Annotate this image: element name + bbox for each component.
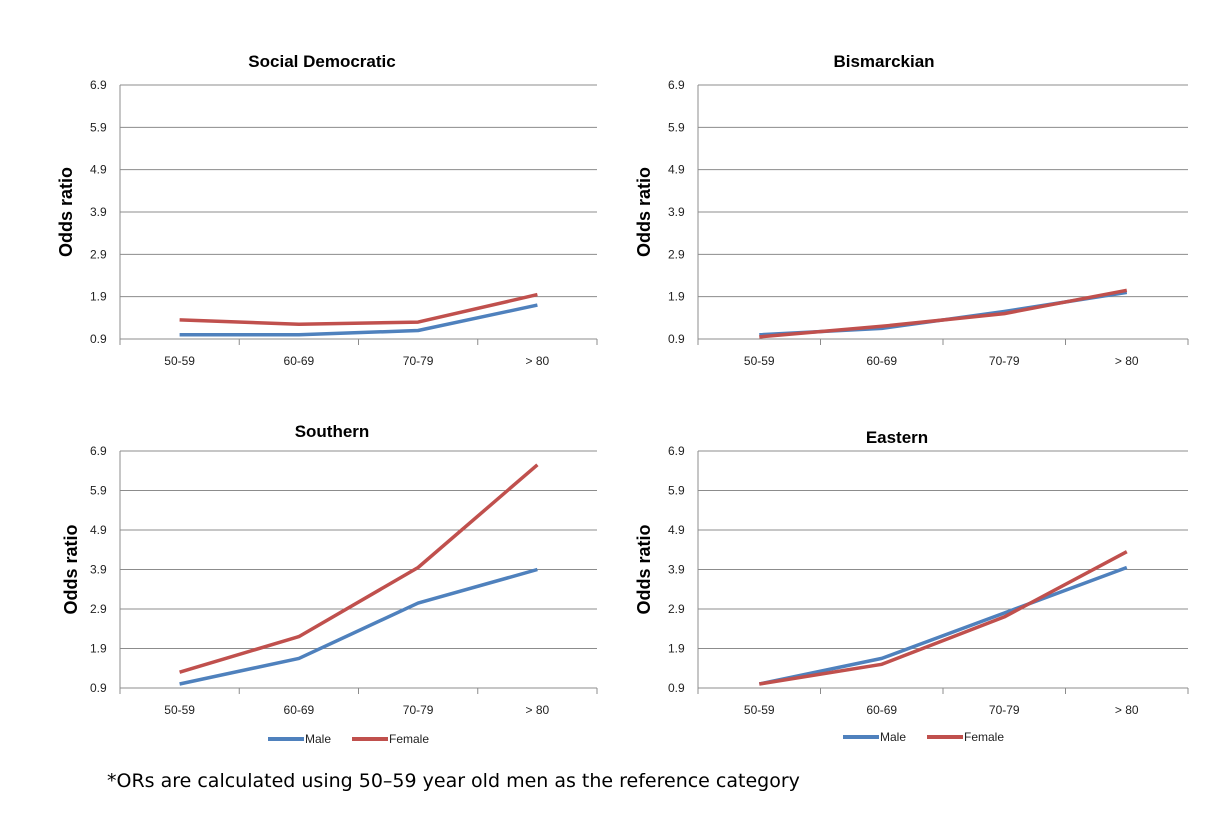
y-tick-label: 3.9 [668,205,685,219]
y-axis-label: Odds ratio [634,167,654,257]
x-tick-label: 70-79 [403,703,434,717]
y-tick-label: 5.9 [90,484,107,498]
x-tick-label: 60-69 [284,354,315,368]
y-tick-label: 1.9 [668,642,685,656]
y-tick-label: 6.9 [90,78,107,92]
chart-2: Bismarckian Odds ratio 0.9 1.9 2.9 3.9 4.9 5.9 6… [634,52,1189,368]
chart-1: Social Democratic Odds ratio 0.9 1.9 2.9 3.9 4… [56,52,598,368]
x-tick-label: > 80 [1115,354,1139,368]
series-line-female [179,463,539,674]
y-tick-label: 3.9 [668,563,685,577]
x-tick-label: 50-59 [164,703,195,717]
y-tick-label: 4.9 [668,523,685,537]
y-tick-label: 1.9 [90,290,107,304]
y-tick-label: 5.9 [90,120,107,134]
y-axis-label: Odds ratio [56,167,76,257]
x-tick-label: 50-59 [164,354,195,368]
series-line-male [179,303,538,337]
legend: Male Female [843,730,1004,744]
y-tick-label: 2.9 [90,247,107,261]
chart-title: Bismarckian [833,52,934,71]
series-line-male [179,567,538,686]
legend-label-male: Male [880,730,906,744]
legend-label-female: Female [964,730,1004,744]
y-tick-label: 3.9 [90,205,107,219]
y-axis-label: Odds ratio [61,524,81,614]
y-axis-label: Odds ratio [634,524,654,614]
series-line-female [179,292,538,326]
x-tick-label: 70-79 [989,354,1020,368]
y-tick-label: 0.9 [90,681,107,695]
y-tick-label: 0.9 [668,332,685,346]
y-tick-label: 3.9 [90,563,107,577]
series-line-male [758,565,1128,686]
x-tick-label: 60-69 [866,354,897,368]
y-tick-label: 5.9 [668,484,685,498]
y-tick-label: 5.9 [668,120,685,134]
y-tick-label: 6.9 [90,444,107,458]
y-tick-label: 0.9 [90,332,107,346]
chart-title: Eastern [866,428,928,447]
legend-label-female: Female [389,732,429,746]
x-tick-label: > 80 [1115,703,1139,717]
y-tick-label: 4.9 [90,523,107,537]
chart-title: Southern [295,422,370,441]
x-tick-label: 60-69 [284,703,315,717]
x-tick-label: 70-79 [989,703,1020,717]
series-line-female [759,288,1128,339]
x-tick-label: 50-59 [744,354,775,368]
series-line-female [759,550,1128,686]
x-tick-label: > 80 [526,354,550,368]
chart-title: Social Democratic [248,52,395,71]
y-tick-label: 4.9 [668,163,685,177]
x-tick-label: > 80 [526,703,550,717]
y-tick-label: 6.9 [668,444,685,458]
chart-3: Southern Odds ratio 0.9 1.9 2.9 3.9 4.9 5.9 6.9 5… [61,422,598,746]
legend-label-male: Male [305,732,331,746]
y-tick-label: 2.9 [668,247,685,261]
y-tick-label: 1.9 [668,290,685,304]
y-tick-label: 2.9 [90,602,107,616]
x-tick-label: 70-79 [403,354,434,368]
y-tick-label: 4.9 [90,163,107,177]
chart-4: Eastern Odds ratio 0.9 1.9 2.9 3.9 4.9 5.9 6.9 50… [634,428,1189,744]
y-tick-label: 1.9 [90,642,107,656]
x-tick-label: 60-69 [866,703,897,717]
x-tick-label: 50-59 [744,703,775,717]
y-tick-label: 2.9 [668,602,685,616]
y-tick-label: 6.9 [668,78,685,92]
y-tick-label: 0.9 [668,681,685,695]
footnote: *ORs are calculated using 50–59 year old… [107,770,800,792]
series-line-male [759,290,1128,337]
legend: Male Female [268,732,429,746]
